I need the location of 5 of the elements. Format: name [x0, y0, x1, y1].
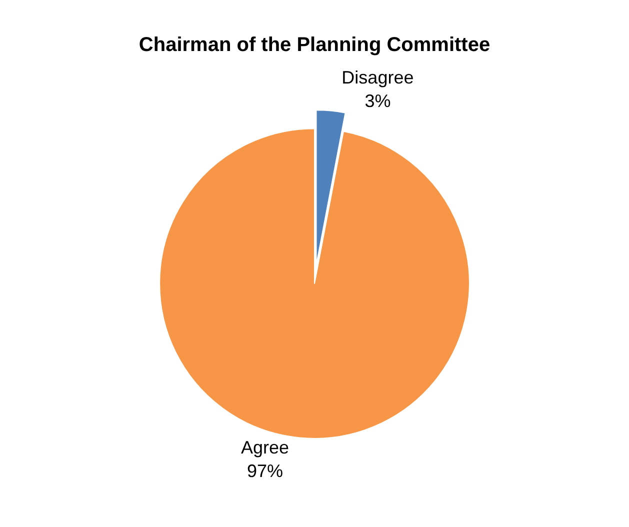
data-label: 3%: [364, 90, 391, 111]
slice-label: Agree: [241, 438, 290, 458]
chart-title: Chairman of the Planning Committee: [138, 34, 490, 56]
slice-label: Disagree: [342, 68, 414, 88]
data-label: 97%: [247, 460, 284, 481]
